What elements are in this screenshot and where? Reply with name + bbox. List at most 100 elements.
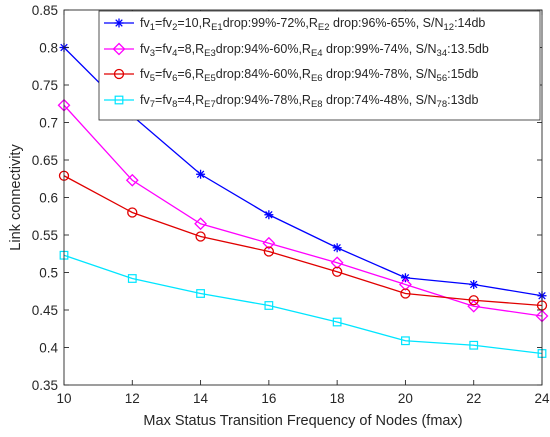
legend-label-1: fv1=fv2=10,RE1drop:99%-72%,RE2 drop:96%-… bbox=[140, 16, 485, 33]
series-line-2 bbox=[63, 104, 543, 317]
series-layer bbox=[57, 43, 549, 358]
data-point-series-2 bbox=[125, 173, 139, 187]
legend-text-part: fv bbox=[140, 42, 150, 56]
legend-subscript: E7 bbox=[204, 99, 216, 110]
x-tick-label: 10 bbox=[56, 391, 71, 406]
data-point-series-4 bbox=[469, 340, 479, 350]
x-tick-label: 20 bbox=[398, 391, 413, 406]
legend-text-part: fv bbox=[140, 16, 150, 30]
legend-subscript: 12 bbox=[443, 22, 454, 33]
legend-text-part: drop:84%-60%,R bbox=[216, 67, 311, 81]
legend-text-part: =6,R bbox=[177, 67, 204, 81]
legend-text-part: fv bbox=[140, 93, 150, 107]
legend-subscript: E4 bbox=[311, 48, 323, 59]
data-point-series-1 bbox=[469, 280, 479, 289]
data-point-series-4 bbox=[196, 289, 205, 298]
series-line-4 bbox=[63, 254, 543, 355]
star-stroke bbox=[401, 273, 410, 282]
star-stroke bbox=[333, 243, 341, 252]
legend-subscript: E6 bbox=[311, 73, 323, 84]
legend-marker-3 bbox=[113, 68, 125, 80]
data-point-series-1 bbox=[264, 210, 274, 220]
star-stroke bbox=[469, 280, 478, 289]
data-point-series-3 bbox=[468, 295, 479, 306]
data-point-series-2 bbox=[262, 236, 276, 250]
legend-subscript: E5 bbox=[204, 73, 216, 84]
y-tick-label: 0.65 bbox=[32, 153, 58, 168]
legend-text-part: =fv bbox=[155, 67, 173, 81]
legend-label-2: fv3=fv4=8,RE3drop:94%-60%,RE4 drop:99%-7… bbox=[140, 42, 489, 59]
legend-subscript: 7 bbox=[150, 99, 155, 110]
legend-text-part: =fv bbox=[155, 93, 173, 107]
data-point-series-2 bbox=[330, 256, 344, 270]
legend-text-part: drop:94%-60%,R bbox=[216, 42, 311, 56]
y-axis: 0.35 0.4 0.45 0.5 0.55 0.6 0.65 0.7 0.75 0.8 0.85 bbox=[32, 3, 542, 393]
data-point-series-1 bbox=[196, 169, 206, 179]
legend-text-part: drop:99%-74%, S/N bbox=[323, 42, 437, 56]
y-tick-label: 0.35 bbox=[32, 378, 58, 393]
legend-text-part: :13db bbox=[447, 93, 478, 107]
legend-subscript: 8 bbox=[172, 99, 177, 110]
y-tick-label: 0.85 bbox=[32, 3, 58, 18]
legend-subscript: E1 bbox=[211, 22, 223, 33]
legend-text-part: drop:96%-65%, S/N bbox=[330, 16, 444, 30]
x-tick-label: 22 bbox=[466, 391, 481, 406]
data-point-series-4 bbox=[264, 301, 274, 310]
legend-label-3: fv5=fv6=6,RE5drop:84%-60%,RE6 drop:94%-7… bbox=[140, 67, 478, 84]
star-stroke bbox=[115, 19, 123, 27]
legend-text-part: :13.5db bbox=[447, 42, 489, 56]
data-point-series-1 bbox=[332, 243, 342, 253]
legend-text-part: :15db bbox=[447, 67, 478, 81]
y-tick-label: 0.4 bbox=[39, 341, 58, 356]
legend-label-4: fv7=fv8=4,RE7drop:94%-78%,RE8 drop:74%-4… bbox=[140, 93, 478, 110]
x-tick-label: 14 bbox=[193, 391, 209, 406]
legend-text-part: fv bbox=[140, 67, 150, 81]
data-point-series-3 bbox=[400, 288, 411, 299]
x-tick-label: 16 bbox=[261, 391, 276, 406]
legend-subscript: 6 bbox=[172, 73, 177, 84]
data-point-series-4 bbox=[332, 317, 342, 327]
legend-subscript: 5 bbox=[150, 73, 155, 84]
y-tick-label: 0.55 bbox=[32, 228, 58, 243]
series-line-1 bbox=[63, 47, 543, 297]
data-point-series-4 bbox=[401, 336, 410, 346]
y-tick-label: 0.75 bbox=[32, 78, 58, 93]
data-point-series-3 bbox=[195, 231, 206, 242]
data-point-series-4 bbox=[127, 274, 137, 283]
legend-text-part: =8,R bbox=[177, 42, 204, 56]
legend-subscript: 4 bbox=[172, 48, 177, 59]
data-point-series-2 bbox=[467, 299, 481, 313]
legend: fv1=fv2=10,RE1drop:99%-72%,RE2 drop:96%-… bbox=[98, 10, 541, 121]
legend-text-part: =fv bbox=[155, 42, 173, 56]
legend-subscript: 56 bbox=[437, 73, 448, 84]
y-tick-label: 0.5 bbox=[39, 266, 58, 281]
legend-text-part: drop:94%-78%, S/N bbox=[323, 67, 437, 81]
legend-subscript: 78 bbox=[437, 99, 448, 110]
data-point-series-1 bbox=[400, 273, 410, 283]
x-tick-label: 18 bbox=[330, 391, 345, 406]
legend-subscript: 3 bbox=[150, 48, 155, 59]
legend-subscript: E3 bbox=[204, 48, 216, 59]
legend-box bbox=[98, 10, 541, 121]
legend-text-part: :14db bbox=[454, 16, 485, 30]
y-axis-title: Link connectivity bbox=[8, 144, 24, 251]
legend-subscript: 1 bbox=[150, 22, 155, 33]
x-tick-label: 24 bbox=[534, 391, 550, 406]
star-stroke bbox=[265, 210, 273, 219]
legend-text-part: =fv bbox=[155, 16, 173, 30]
legend-subscript: 2 bbox=[172, 22, 177, 33]
legend-text-part: drop:94%-78%,R bbox=[216, 93, 311, 107]
legend-marker-1 bbox=[114, 18, 124, 28]
data-point-series-3 bbox=[263, 246, 275, 257]
legend-text-part: =10,R bbox=[177, 16, 211, 30]
y-tick-label: 0.8 bbox=[39, 41, 58, 56]
y-tick-label: 0.7 bbox=[39, 116, 58, 131]
data-point-series-3 bbox=[331, 266, 343, 277]
series-line-3 bbox=[63, 175, 543, 307]
data-point-series-2 bbox=[399, 278, 412, 291]
legend-marker-4 bbox=[114, 95, 124, 105]
y-tick-label: 0.45 bbox=[32, 303, 58, 318]
x-tick-label: 12 bbox=[125, 391, 140, 406]
legend-subscript: 34 bbox=[437, 48, 448, 59]
